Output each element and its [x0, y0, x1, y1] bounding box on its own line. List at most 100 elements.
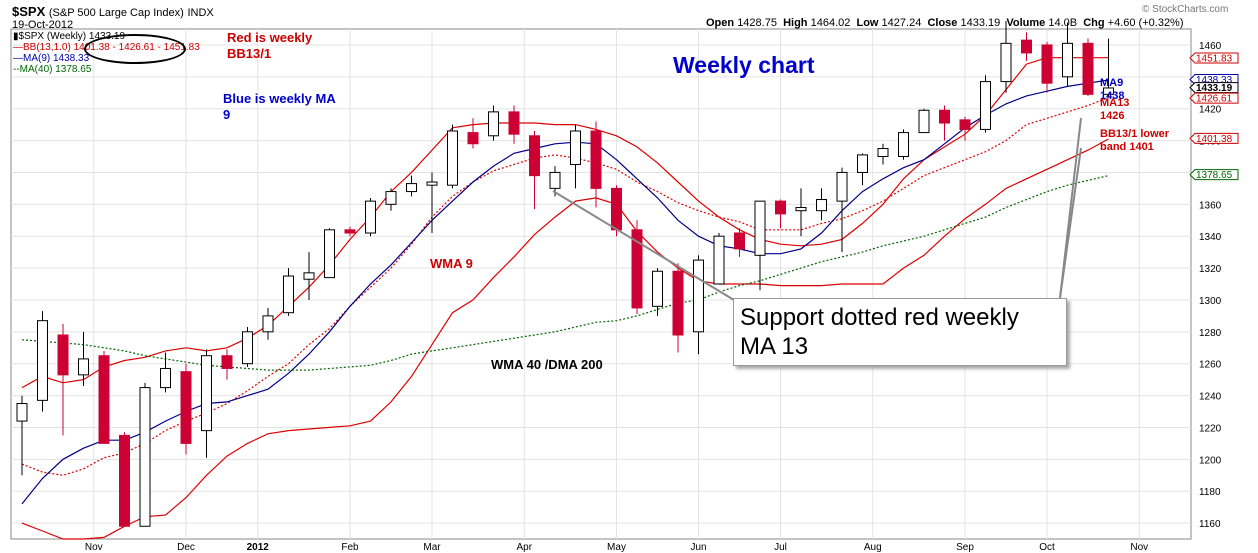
- candle-body: [16, 403, 28, 422]
- x-axis: Nov Dec 2012 Feb Mar Apr May Jun Jul Aug Sep Oct Nov: [85, 542, 1148, 553]
- candle-body: [754, 200, 766, 256]
- bb-lower-note: BB13/1 lower band 1401: [1100, 128, 1170, 153]
- candle-body: [57, 334, 69, 376]
- candle-body: [529, 135, 540, 177]
- candle-body: [98, 355, 110, 444]
- candle-body: [201, 355, 212, 432]
- candle-body: [406, 183, 417, 193]
- legend-ma40: --MA(40) 1378.65: [13, 64, 92, 75]
- x-tick-label: Jun: [690, 542, 706, 553]
- x-tick-label: 2012: [247, 542, 270, 553]
- candle-body: [1041, 44, 1053, 84]
- y-tick-label: 1300: [1199, 296, 1222, 307]
- y-tick-label: 1160: [1199, 519, 1221, 530]
- candle-body: [303, 272, 315, 280]
- candle-body: [1021, 39, 1032, 54]
- chart-date: 19-Oct-2012: [12, 19, 74, 31]
- y-tick-label: 1280: [1199, 328, 1222, 339]
- y-tick-label: 1320: [1199, 264, 1222, 275]
- x-tick-label: Nov: [85, 542, 103, 553]
- annotation-arrows: [552, 117, 1082, 301]
- x-tick-label: May: [607, 542, 626, 553]
- price-label-text: 1426.61: [1196, 94, 1233, 105]
- x-tick-label: Jul: [774, 542, 787, 553]
- candle-body: [570, 130, 581, 165]
- x-tick-label: Oct: [1039, 542, 1055, 553]
- candle-body: [734, 232, 745, 250]
- candle-body: [590, 130, 602, 189]
- candle-body: [795, 207, 807, 212]
- x-tick-label: Dec: [177, 542, 195, 553]
- price-label-box: [1189, 169, 1239, 181]
- candle-body: [836, 171, 848, 202]
- candle-body: [713, 235, 725, 285]
- candle-body: [959, 119, 971, 130]
- x-tick-label: Apr: [516, 542, 532, 553]
- price-label: 1433.19: [1189, 82, 1239, 94]
- price-label: 1378.65: [1189, 169, 1239, 181]
- red-weekly-note: Red is weekly BB13/1: [227, 30, 313, 61]
- open-label: Open: [706, 17, 735, 29]
- chart-title: $SPX (S&P 500 Large Cap Index) INDX: [12, 4, 214, 19]
- candle-body: [918, 109, 930, 134]
- high-label: High: [783, 17, 808, 29]
- candle-body: [508, 111, 520, 135]
- symbol: $SPX: [12, 4, 46, 19]
- y-tick-label: 1460: [1199, 41, 1222, 52]
- open-value: 1428.75: [737, 17, 777, 29]
- y-tick-label: 1220: [1199, 423, 1222, 434]
- x-tick-label: Aug: [864, 542, 882, 553]
- candle-body: [857, 154, 868, 173]
- legend-ma9: —MA(9) 1438.33: [13, 53, 90, 64]
- price-label-text: 1378.65: [1196, 170, 1233, 181]
- volume-label: Volume: [1006, 17, 1046, 29]
- candle-body: [242, 331, 253, 365]
- y-axis: 1160 1180 1200 1220 1240 1260 1280 1300 1320 1340…: [1199, 41, 1222, 530]
- x-tick-label: Sep: [956, 542, 974, 553]
- candle-body: [119, 434, 130, 527]
- highlight-ellipse: [84, 34, 186, 64]
- low-value: 1427.24: [881, 17, 922, 29]
- candle-body: [631, 229, 643, 309]
- candle-body: [467, 132, 479, 145]
- series-line: [21, 175, 1109, 371]
- candle-body: [1103, 87, 1114, 95]
- candle-body: [1082, 42, 1094, 95]
- price-label: 1401.38: [1189, 132, 1239, 145]
- price-label-text: 1451.83: [1196, 53, 1233, 64]
- candle-body: [365, 200, 376, 234]
- weekly-chart-label: Weekly chart: [673, 52, 815, 78]
- price-label-box: [1189, 82, 1239, 94]
- candle-body: [426, 181, 438, 186]
- candle-body: [447, 130, 458, 186]
- candlesticks: [16, 21, 1114, 527]
- candle-icon: ▮: [13, 31, 19, 42]
- candle-body: [549, 171, 561, 189]
- candle-body: [672, 270, 684, 336]
- high-value: 1464.02: [810, 17, 851, 29]
- volume-value: 14.0B: [1048, 17, 1078, 29]
- exchange: INDX: [187, 7, 214, 19]
- price-label: 1451.83: [1189, 52, 1239, 64]
- candle-body: [693, 259, 704, 333]
- price-label-box: [1189, 52, 1239, 64]
- x-tick-label: Feb: [341, 542, 359, 553]
- candle-body: [980, 81, 991, 130]
- close-label: Close: [927, 17, 958, 29]
- y-tick-label: 1420: [1199, 105, 1222, 116]
- legend-price: ▮$SPX (Weekly) 1433.19: [13, 31, 126, 42]
- candle-body: [180, 371, 192, 444]
- wma40-label: WMA 40 /DMA 200: [491, 357, 603, 372]
- candle-body: [939, 109, 950, 124]
- y-tick-label: 1260: [1199, 360, 1222, 371]
- price-label-text: 1401.38: [1196, 134, 1233, 145]
- line-icon: —: [13, 42, 23, 53]
- candle-body: [898, 132, 909, 157]
- y-tick-label: 1360: [1199, 200, 1222, 211]
- candle-body: [344, 229, 356, 234]
- price-label-text: 1438.33: [1196, 75, 1233, 86]
- candle-body: [775, 200, 786, 215]
- dotted-line-icon: --: [13, 64, 20, 75]
- y-tick-label: 1180: [1199, 487, 1221, 498]
